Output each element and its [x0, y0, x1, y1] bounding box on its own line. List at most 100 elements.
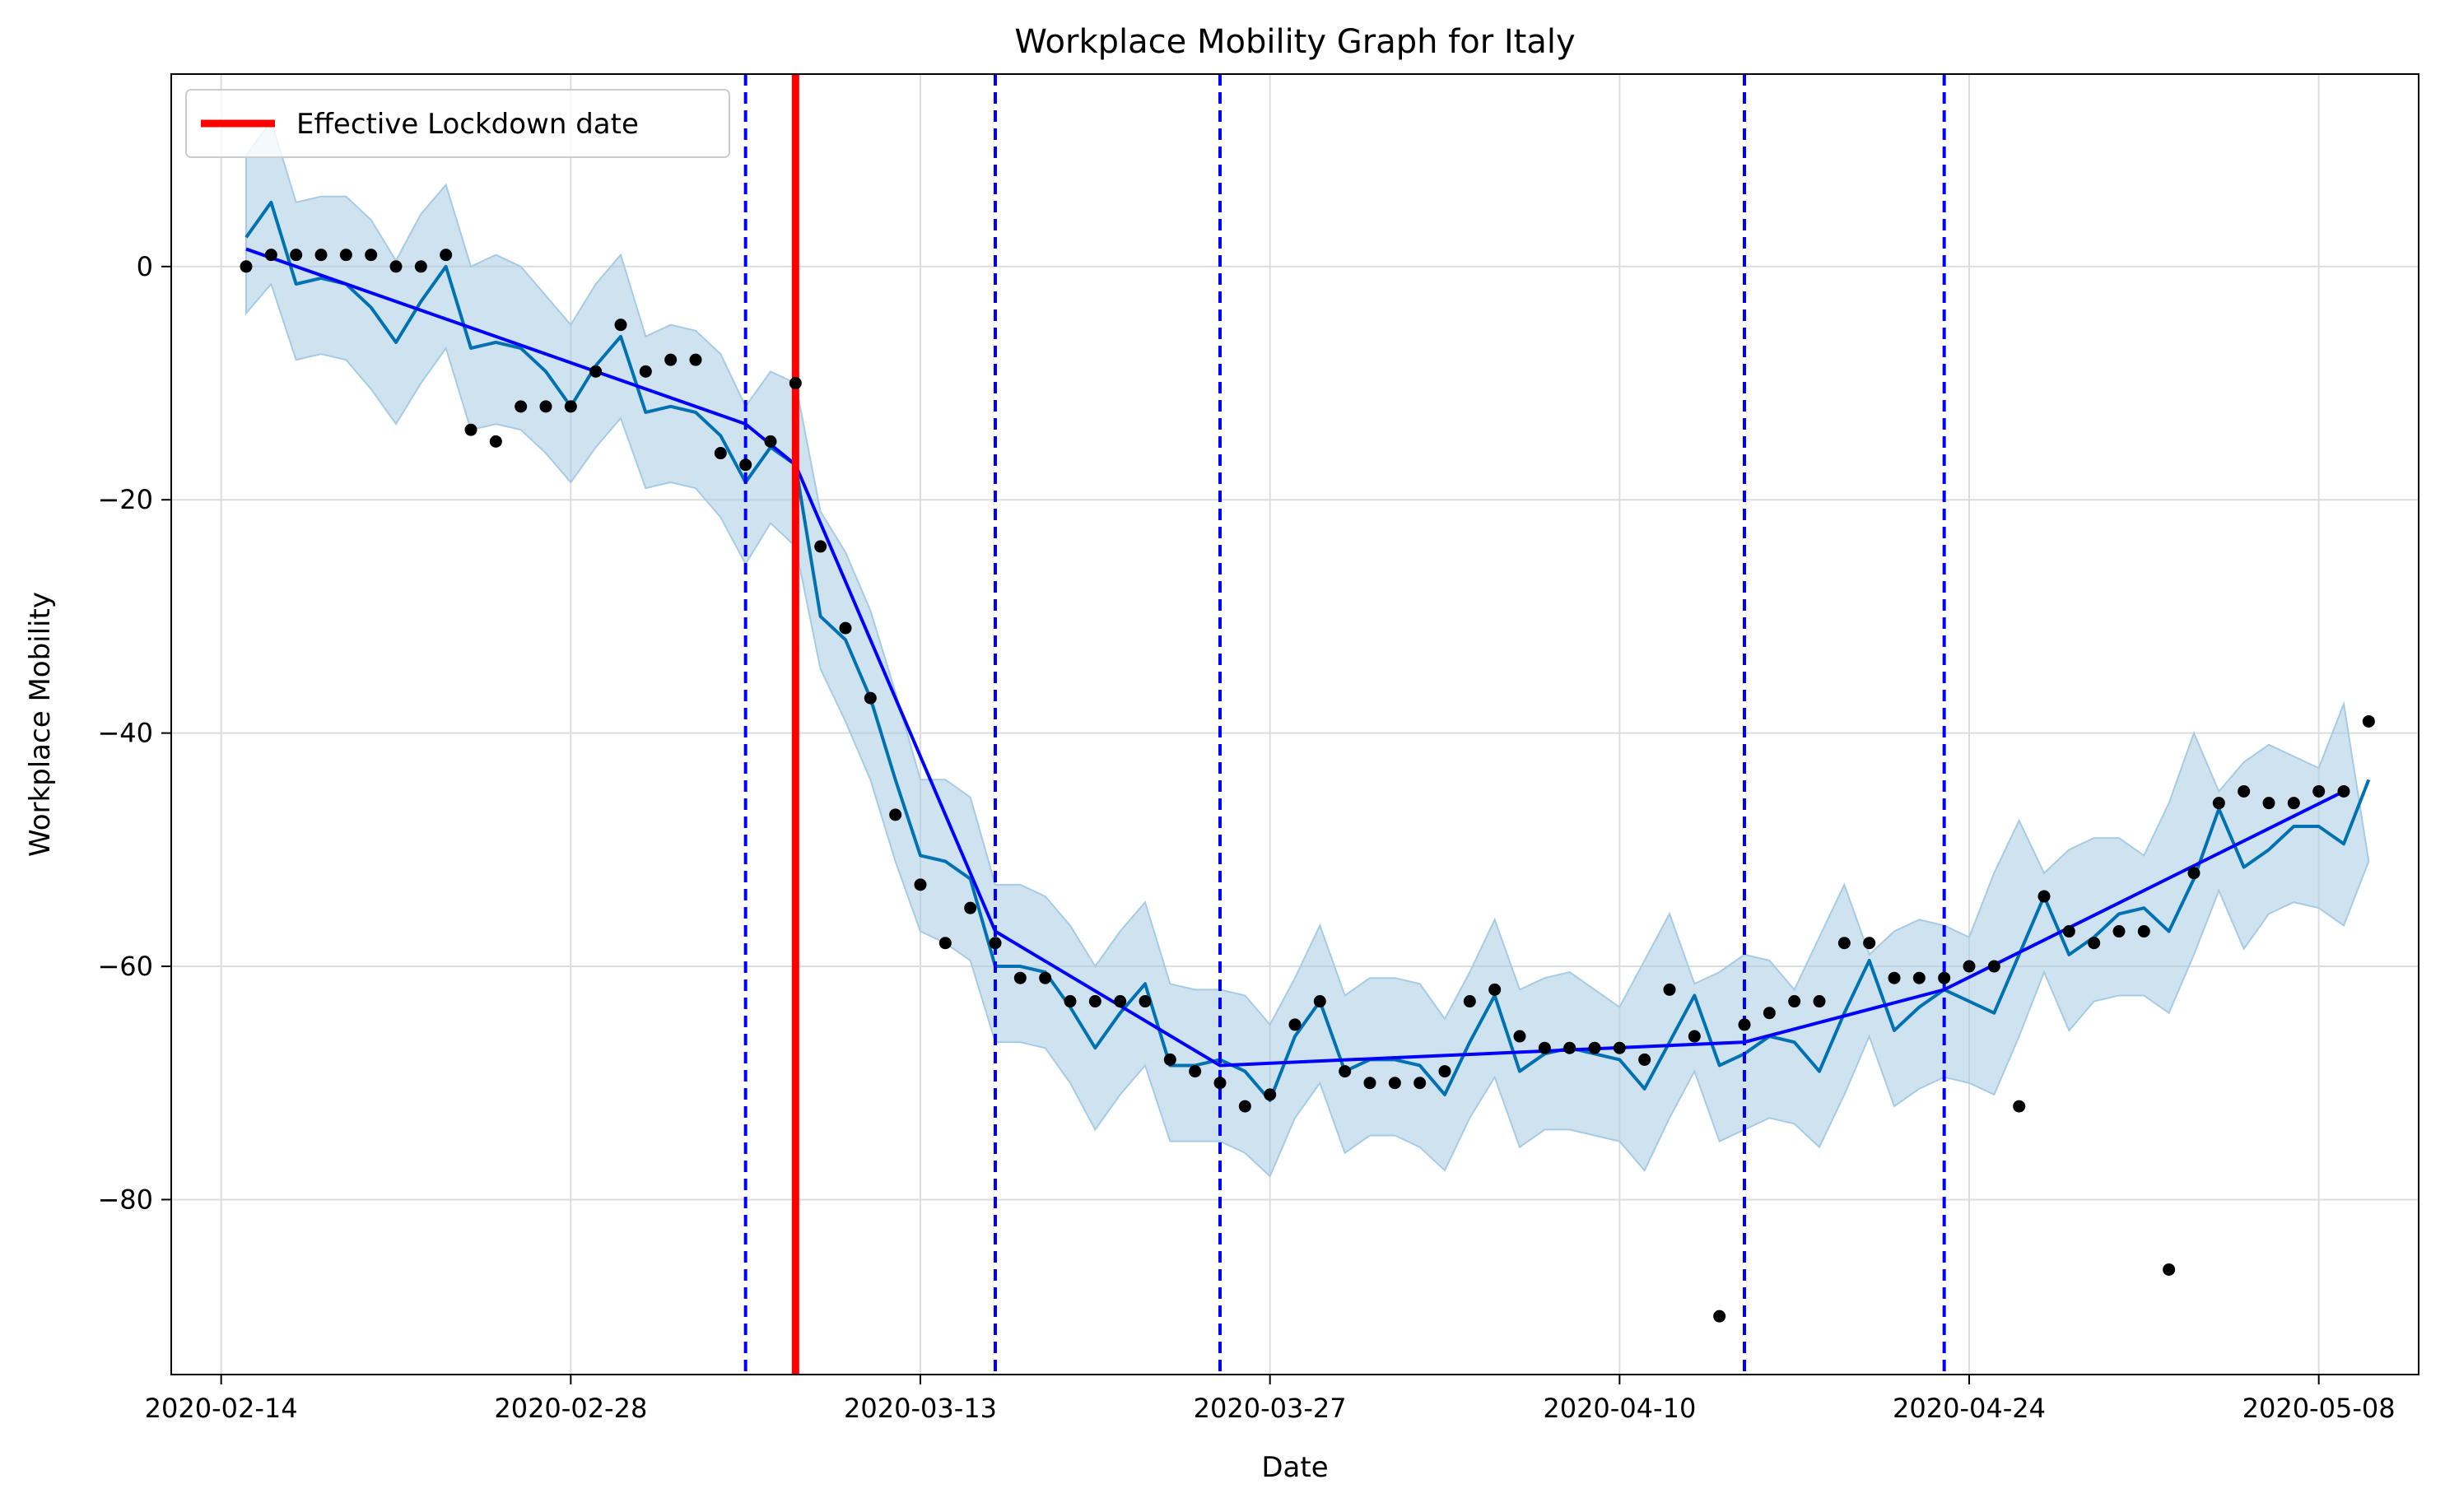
data-point-11 [515, 400, 528, 413]
y-tick-label-1: −20 [97, 484, 153, 515]
data-point-44 [1339, 1065, 1352, 1078]
data-point-76 [2137, 925, 2150, 938]
data-point-79 [2212, 797, 2225, 810]
x-axis-ticks: 2020-02-14 2020-02-28 2020-03-13 2020-03-27… [145, 1375, 2396, 1424]
forecast-line [244, 200, 2371, 1102]
data-point-65 [1863, 937, 1876, 950]
x-tick-label-5: 2020-04-24 [1893, 1393, 2046, 1424]
data-point-81 [2262, 797, 2275, 810]
data-point-82 [2287, 797, 2300, 810]
data-point-21 [764, 435, 777, 448]
chart-title: Workplace Mobility Graph for Italy [1014, 23, 1575, 61]
data-point-50 [1488, 983, 1502, 996]
data-point-73 [2062, 925, 2075, 938]
data-point-63 [1813, 995, 1826, 1008]
data-point-10 [489, 435, 502, 448]
data-point-57 [1663, 983, 1676, 996]
data-point-9 [464, 423, 477, 436]
legend-label-lockdown: Effective Lockdown date [296, 108, 639, 141]
data-point-37 [1163, 1053, 1176, 1066]
data-point-26 [889, 808, 902, 821]
data-point-74 [2088, 937, 2101, 950]
data-point-19 [714, 447, 727, 460]
data-point-35 [1114, 995, 1127, 1008]
data-point-80 [2238, 784, 2251, 798]
data-point-22 [789, 377, 802, 390]
uncertainty-band-layer [245, 119, 2370, 1178]
data-point-55 [1613, 1041, 1626, 1054]
data-point-68 [1938, 971, 1951, 984]
data-point-52 [1538, 1041, 1551, 1054]
data-point-51 [1513, 1030, 1526, 1043]
data-point-49 [1463, 995, 1476, 1008]
data-point-75 [2112, 925, 2126, 938]
data-point-40 [1238, 1100, 1251, 1113]
y-axis-ticks: 0 −20 −40 −60 −80 [97, 251, 171, 1215]
data-point-53 [1563, 1041, 1576, 1054]
data-point-84 [2337, 784, 2350, 798]
trend-line [245, 247, 2345, 1068]
data-point-1 [264, 249, 277, 262]
data-point-45 [1363, 1077, 1376, 1090]
data-point-29 [964, 901, 977, 914]
data-point-62 [1788, 995, 1801, 1008]
data-point-69 [1963, 960, 1976, 973]
y-tick-label-3: −60 [97, 951, 153, 982]
data-point-85 [2362, 714, 2375, 728]
data-point-2 [290, 249, 303, 262]
data-point-0 [240, 260, 253, 273]
data-point-8 [440, 249, 453, 262]
data-point-13 [564, 400, 577, 413]
x-tick-label-6: 2020-05-08 [2242, 1393, 2396, 1424]
data-point-38 [1189, 1065, 1202, 1078]
data-point-42 [1288, 1018, 1302, 1031]
data-point-46 [1388, 1077, 1401, 1090]
data-point-78 [2187, 867, 2200, 880]
data-point-39 [1213, 1077, 1227, 1090]
data-point-56 [1638, 1053, 1651, 1066]
data-point-71 [2013, 1100, 2026, 1113]
data-point-24 [839, 621, 852, 635]
legend-box [185, 89, 730, 158]
data-point-34 [1088, 995, 1101, 1008]
data-point-72 [2038, 890, 2051, 903]
x-tick-label-1: 2020-02-28 [494, 1393, 647, 1424]
data-point-5 [365, 249, 378, 262]
x-tick-label-4: 2020-04-10 [1543, 1393, 1696, 1424]
y-tick-label-4: −80 [97, 1184, 153, 1215]
data-point-60 [1738, 1018, 1751, 1031]
plot-frame [170, 73, 2419, 1375]
data-point-16 [639, 365, 652, 378]
legend: Effective Lockdown date [185, 89, 730, 158]
data-point-36 [1139, 995, 1152, 1008]
data-point-27 [914, 878, 927, 891]
data-point-31 [1013, 971, 1027, 984]
data-point-15 [614, 319, 627, 332]
data-point-47 [1413, 1077, 1427, 1090]
data-point-66 [1888, 971, 1901, 984]
x-tick-label-0: 2020-02-14 [145, 1393, 298, 1424]
y-axis-label: Workplace Mobility [24, 592, 57, 857]
data-point-54 [1588, 1041, 1601, 1054]
x-tick-label-2: 2020-03-13 [844, 1393, 997, 1424]
data-point-48 [1438, 1065, 1451, 1078]
data-point-12 [539, 400, 552, 413]
data-point-14 [589, 365, 603, 378]
data-point-64 [1837, 937, 1851, 950]
data-point-61 [1763, 1007, 1776, 1020]
data-point-3 [314, 249, 328, 262]
data-point-67 [1912, 971, 1926, 984]
data-point-41 [1264, 1088, 1277, 1101]
data-point-7 [414, 260, 427, 273]
data-point-83 [2312, 784, 2326, 798]
y-tick-label-2: −40 [97, 718, 153, 749]
data-point-23 [814, 540, 827, 553]
data-point-20 [739, 458, 752, 472]
x-axis-label: Date [1261, 1451, 1328, 1484]
data-point-6 [389, 260, 403, 273]
x-tick-label-3: 2020-03-27 [1194, 1393, 1347, 1424]
data-point-70 [1987, 960, 2000, 973]
data-point-59 [1713, 1310, 1726, 1323]
